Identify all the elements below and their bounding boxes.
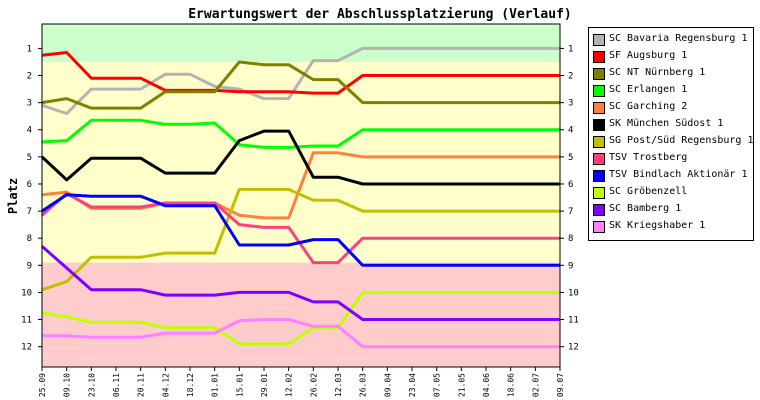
y-tick-label: 2	[568, 72, 573, 82]
legend-swatch	[593, 187, 605, 199]
y-tick-label: 6	[27, 180, 32, 190]
series-line	[41, 245, 560, 321]
y-tick-label: 3	[568, 99, 573, 109]
x-tick-label: 06.11	[112, 373, 121, 397]
x-tick-label: 29.01	[260, 373, 269, 397]
series-line	[41, 46, 560, 115]
series-line	[41, 51, 560, 95]
y-tick-label: 11	[568, 316, 579, 326]
y-tick-label: 7	[568, 207, 573, 217]
y-tick-label: 5	[27, 153, 32, 163]
y-tick-label: 3	[27, 99, 32, 109]
legend-label: SK München Südost 1	[609, 118, 724, 129]
x-tick-label: 09.07	[556, 373, 565, 397]
legend-label: SC Bamberg 1	[609, 203, 682, 214]
legend-swatch	[593, 51, 605, 63]
x-tick-label: 18.12	[186, 373, 195, 397]
x-tick-label: 04.12	[161, 373, 170, 397]
x-tick-label: 26.02	[309, 373, 318, 397]
x-axis: 25.09 09.10 23.10 06.11 20.11 04.12 18.12 01.01…	[38, 367, 565, 397]
series-layer	[40, 46, 560, 349]
y-axis-label: Platz	[6, 178, 20, 214]
legend-swatch	[593, 204, 605, 216]
y-tick-label: 4	[27, 126, 32, 136]
x-tick-label: 02.07	[531, 373, 540, 397]
legend-swatch	[593, 153, 605, 165]
y-tick-label: 12	[21, 343, 32, 353]
legend-label: SC Erlangen 1	[609, 84, 688, 95]
y-tick-label: 4	[568, 126, 573, 136]
y-tick-label: 2	[27, 72, 32, 82]
legend-swatch	[593, 119, 605, 131]
x-tick-label: 07.05	[433, 373, 442, 397]
legend-swatch	[593, 221, 605, 233]
series-line	[41, 187, 560, 292]
legend-label: SC NT Nürnberg 1	[609, 67, 706, 78]
y-tick-label: 9	[27, 261, 32, 271]
x-tick-label: 15.01	[235, 373, 244, 397]
y-tick-label: 8	[568, 234, 573, 244]
x-tick-label: 09.10	[63, 373, 72, 397]
legend-swatch	[593, 170, 605, 182]
legend-label: SC Garching 2	[609, 101, 688, 112]
legend-swatch	[593, 102, 605, 114]
x-tick-label: 25.09	[38, 373, 47, 397]
x-tick-label: 21.05	[457, 373, 466, 397]
plot-frame	[41, 23, 561, 368]
legend-swatch	[593, 34, 605, 46]
x-tick-label: 12.03	[334, 373, 343, 397]
y-tick-label: 10	[568, 288, 579, 298]
x-tick-label: 18.06	[507, 373, 516, 397]
background-band	[42, 61, 560, 263]
y-tick-label: 8	[27, 234, 32, 244]
y-tick-label: 5	[568, 153, 573, 163]
series-line	[41, 290, 560, 346]
y-tick-label: 10	[21, 288, 32, 298]
x-tick-label: 26.03	[359, 373, 368, 397]
y-tick-label: 1	[568, 44, 573, 54]
series-line	[40, 129, 560, 186]
x-tick-label: 04.06	[482, 373, 491, 397]
legend-label: SC Gröbenzell	[609, 186, 688, 197]
legend-swatch	[593, 68, 605, 80]
legend-label: SG Post/Süd Regensburg 1	[609, 135, 754, 146]
y-tick-label: 9	[568, 261, 573, 271]
y-tick-label: 6	[568, 180, 573, 190]
x-tick-label: 09.04	[383, 373, 392, 397]
series-line	[41, 192, 560, 265]
legend-swatch	[593, 85, 605, 97]
series-line	[41, 60, 560, 110]
y-tick-label: 7	[27, 207, 32, 217]
legend-label: SC Bavaria Regensburg 1	[609, 33, 748, 44]
x-tick-label: 23.04	[408, 373, 417, 397]
x-tick-label: 01.01	[211, 373, 220, 397]
legend-swatch	[593, 136, 605, 148]
legend: SC Bavaria Regensburg 1 SF Augsburg 1 SC N…	[588, 27, 754, 241]
y-tick-label: 11	[21, 316, 32, 326]
legend-label: SK Kriegshaber 1	[609, 220, 706, 231]
x-tick-label: 23.10	[87, 373, 96, 397]
x-tick-label: 12.02	[285, 373, 294, 397]
x-tick-label: 20.11	[137, 373, 146, 397]
background-band	[42, 24, 560, 62]
chart-title: Erwartungswert der Abschlussplatzierung …	[188, 7, 572, 22]
legend-label: SF Augsburg 1	[609, 50, 688, 61]
y-tick-label: 1	[27, 44, 32, 54]
background-band	[42, 262, 560, 367]
legend-label: TSV Trostberg	[609, 152, 688, 163]
legend-label: TSV Bindlach Aktionär 1	[609, 169, 748, 180]
series-line	[41, 193, 560, 267]
y-tick-label: 12	[568, 343, 579, 353]
series-line	[42, 318, 560, 349]
series-line	[41, 118, 560, 149]
